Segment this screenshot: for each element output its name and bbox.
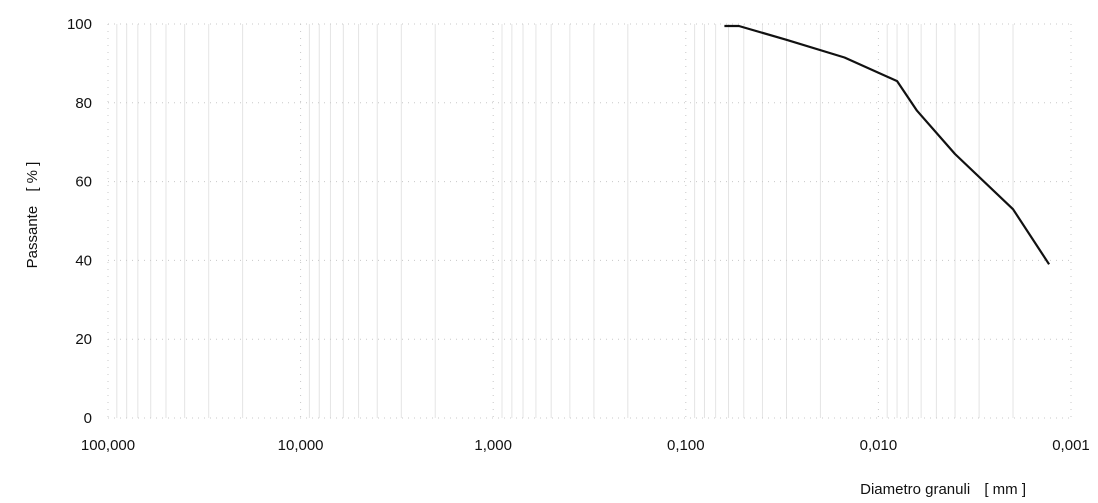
y-tick-label: 100 bbox=[67, 16, 92, 33]
x-axis-unit: [ mm ] bbox=[984, 481, 1026, 498]
x-tick-label: 0,010 bbox=[860, 437, 898, 454]
grid bbox=[107, 23, 1072, 419]
y-tick-labels: 0 20 40 60 80 100 bbox=[67, 16, 92, 427]
y-tick-label: 0 bbox=[84, 410, 92, 427]
y-tick-label: 60 bbox=[75, 174, 92, 191]
y-tick-label: 20 bbox=[75, 331, 92, 348]
y-axis-label: Passante bbox=[24, 206, 41, 269]
x-tick-label: 0,001 bbox=[1052, 437, 1090, 454]
y-axis-title: Passante [ % ] bbox=[24, 162, 41, 269]
x-tick-labels: 100,000 10,000 1,000 0,100 0,010 0,001 bbox=[81, 437, 1090, 454]
grain-size-curve bbox=[724, 24, 1051, 265]
x-tick-label: 0,100 bbox=[667, 437, 705, 454]
x-tick-label: 10,000 bbox=[278, 437, 324, 454]
series-layer bbox=[724, 24, 1051, 265]
x-tick-label: 1,000 bbox=[474, 437, 512, 454]
x-axis-title: Diametro granuli [ mm ] bbox=[860, 481, 1026, 498]
y-axis-unit: [ % ] bbox=[24, 162, 41, 192]
y-tick-label: 80 bbox=[75, 95, 92, 112]
x-axis-label: Diametro granuli bbox=[860, 481, 970, 498]
x-tick-label: 100,000 bbox=[81, 437, 135, 454]
y-tick-label: 40 bbox=[75, 252, 92, 269]
